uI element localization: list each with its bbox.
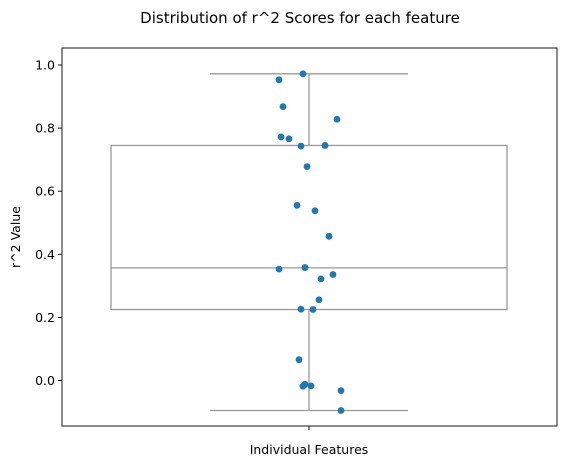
box-iqr bbox=[110, 144, 508, 311]
y-axis: 0.0 0.2 0.4 0.6 0.8 1.0 bbox=[35, 58, 62, 388]
data-point bbox=[299, 382, 307, 390]
data-point bbox=[275, 265, 283, 273]
y-tick-label: 0.0 bbox=[35, 373, 55, 388]
y-tick-label: 0.8 bbox=[35, 121, 55, 136]
box-plot bbox=[110, 73, 508, 412]
y-tick-label: 0.6 bbox=[35, 184, 55, 199]
data-point bbox=[309, 306, 317, 313]
data-point bbox=[317, 275, 325, 283]
data-point bbox=[297, 142, 305, 150]
data-point bbox=[329, 271, 337, 278]
data-point bbox=[275, 76, 283, 84]
data-point bbox=[277, 133, 285, 141]
y-tick-label: 0.2 bbox=[35, 310, 55, 325]
data-point bbox=[299, 70, 307, 78]
data-point bbox=[311, 207, 319, 215]
data-point bbox=[321, 142, 329, 149]
plot-frame bbox=[61, 47, 558, 427]
strip-points bbox=[275, 70, 345, 414]
y-tick-label: 1.0 bbox=[35, 58, 55, 73]
y-tick-label: 0.4 bbox=[35, 247, 55, 262]
data-point bbox=[297, 305, 305, 313]
data-point bbox=[295, 356, 303, 364]
data-point bbox=[293, 201, 301, 209]
data-point bbox=[333, 115, 341, 123]
data-point bbox=[337, 387, 345, 394]
data-point bbox=[325, 232, 333, 240]
data-point bbox=[307, 382, 315, 390]
data-point bbox=[279, 103, 287, 111]
data-point bbox=[301, 264, 309, 271]
data-point bbox=[315, 296, 323, 304]
data-point bbox=[337, 407, 345, 414]
y-axis-label: r^2 Value bbox=[8, 206, 23, 268]
chart-title: Distribution of r^2 Scores for each feat… bbox=[140, 9, 460, 27]
data-point bbox=[285, 135, 293, 143]
data-point bbox=[303, 163, 311, 170]
x-axis-label: Individual Features bbox=[250, 442, 369, 457]
